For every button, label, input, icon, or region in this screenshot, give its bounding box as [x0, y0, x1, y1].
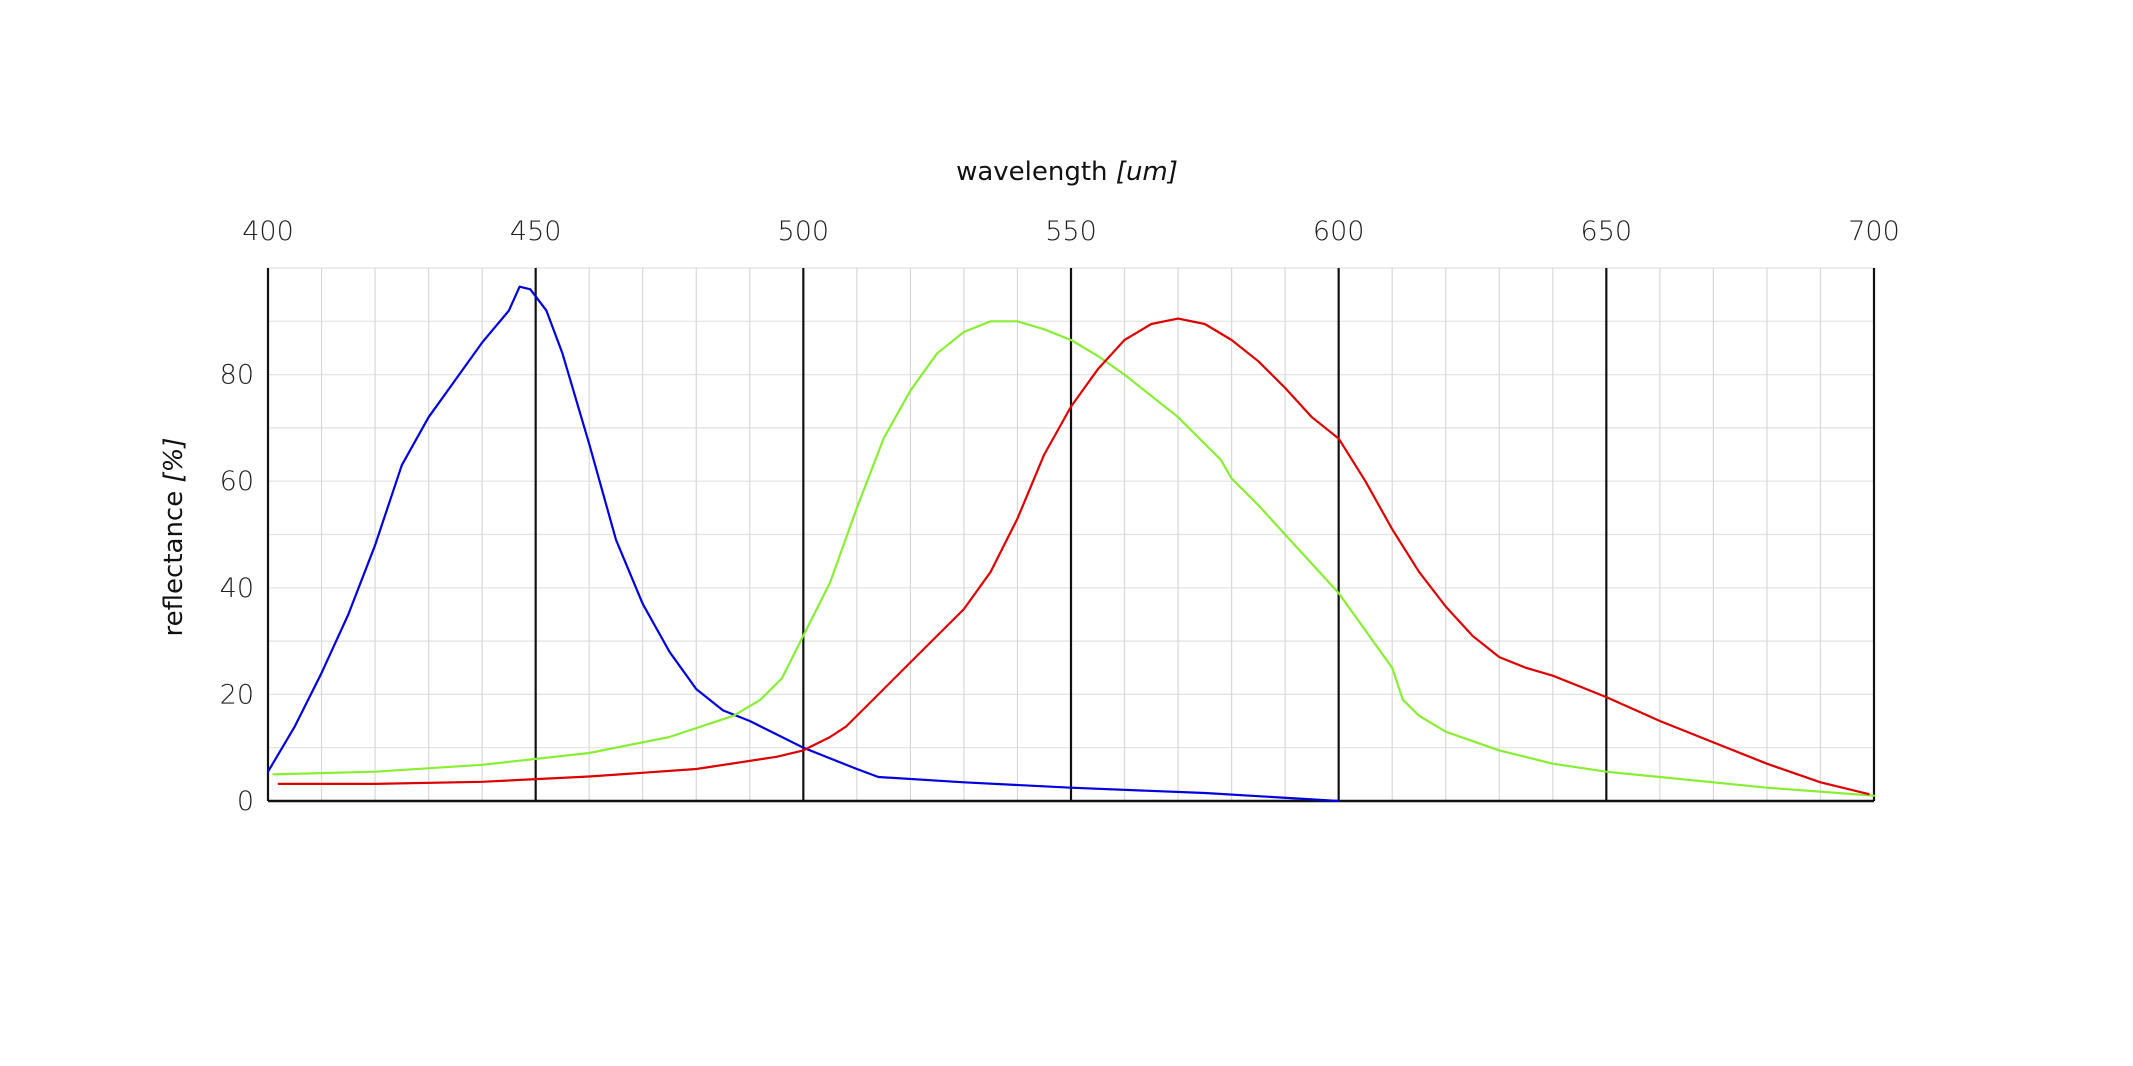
y-axis-title: reflectance [%]	[159, 438, 189, 637]
tick-labels: 400 450 500 550 600 650 700 0 20 40 60 80	[220, 216, 1900, 817]
x-tick-label: 400	[242, 216, 294, 247]
x-tick-label: 600	[1313, 216, 1365, 247]
x-axis-unit: [um]	[1116, 157, 1178, 187]
x-tick-label: 650	[1581, 216, 1633, 247]
y-axis-unit: [%]	[159, 438, 189, 483]
y-axis-label: reflectance	[159, 491, 189, 637]
series-group	[266, 285, 1876, 803]
y-tick-label: 60	[220, 466, 254, 497]
x-tick-label: 700	[1848, 216, 1900, 247]
x-axis-title: wavelength [um]	[956, 157, 1178, 187]
y-tick-label: 40	[220, 573, 254, 604]
x-tick-label: 450	[510, 216, 562, 247]
series-line-3	[277, 317, 1870, 796]
x-axis-label: wavelength	[956, 157, 1107, 187]
x-tick-label: 550	[1045, 216, 1097, 247]
y-tick-label: 0	[237, 786, 254, 817]
series-line-2	[272, 320, 1876, 797]
y-tick-label: 20	[220, 679, 254, 710]
x-tick-label: 500	[778, 216, 830, 247]
gridlines	[266, 267, 1876, 803]
series-line-1	[266, 285, 1340, 803]
y-tick-label: 80	[220, 360, 254, 391]
